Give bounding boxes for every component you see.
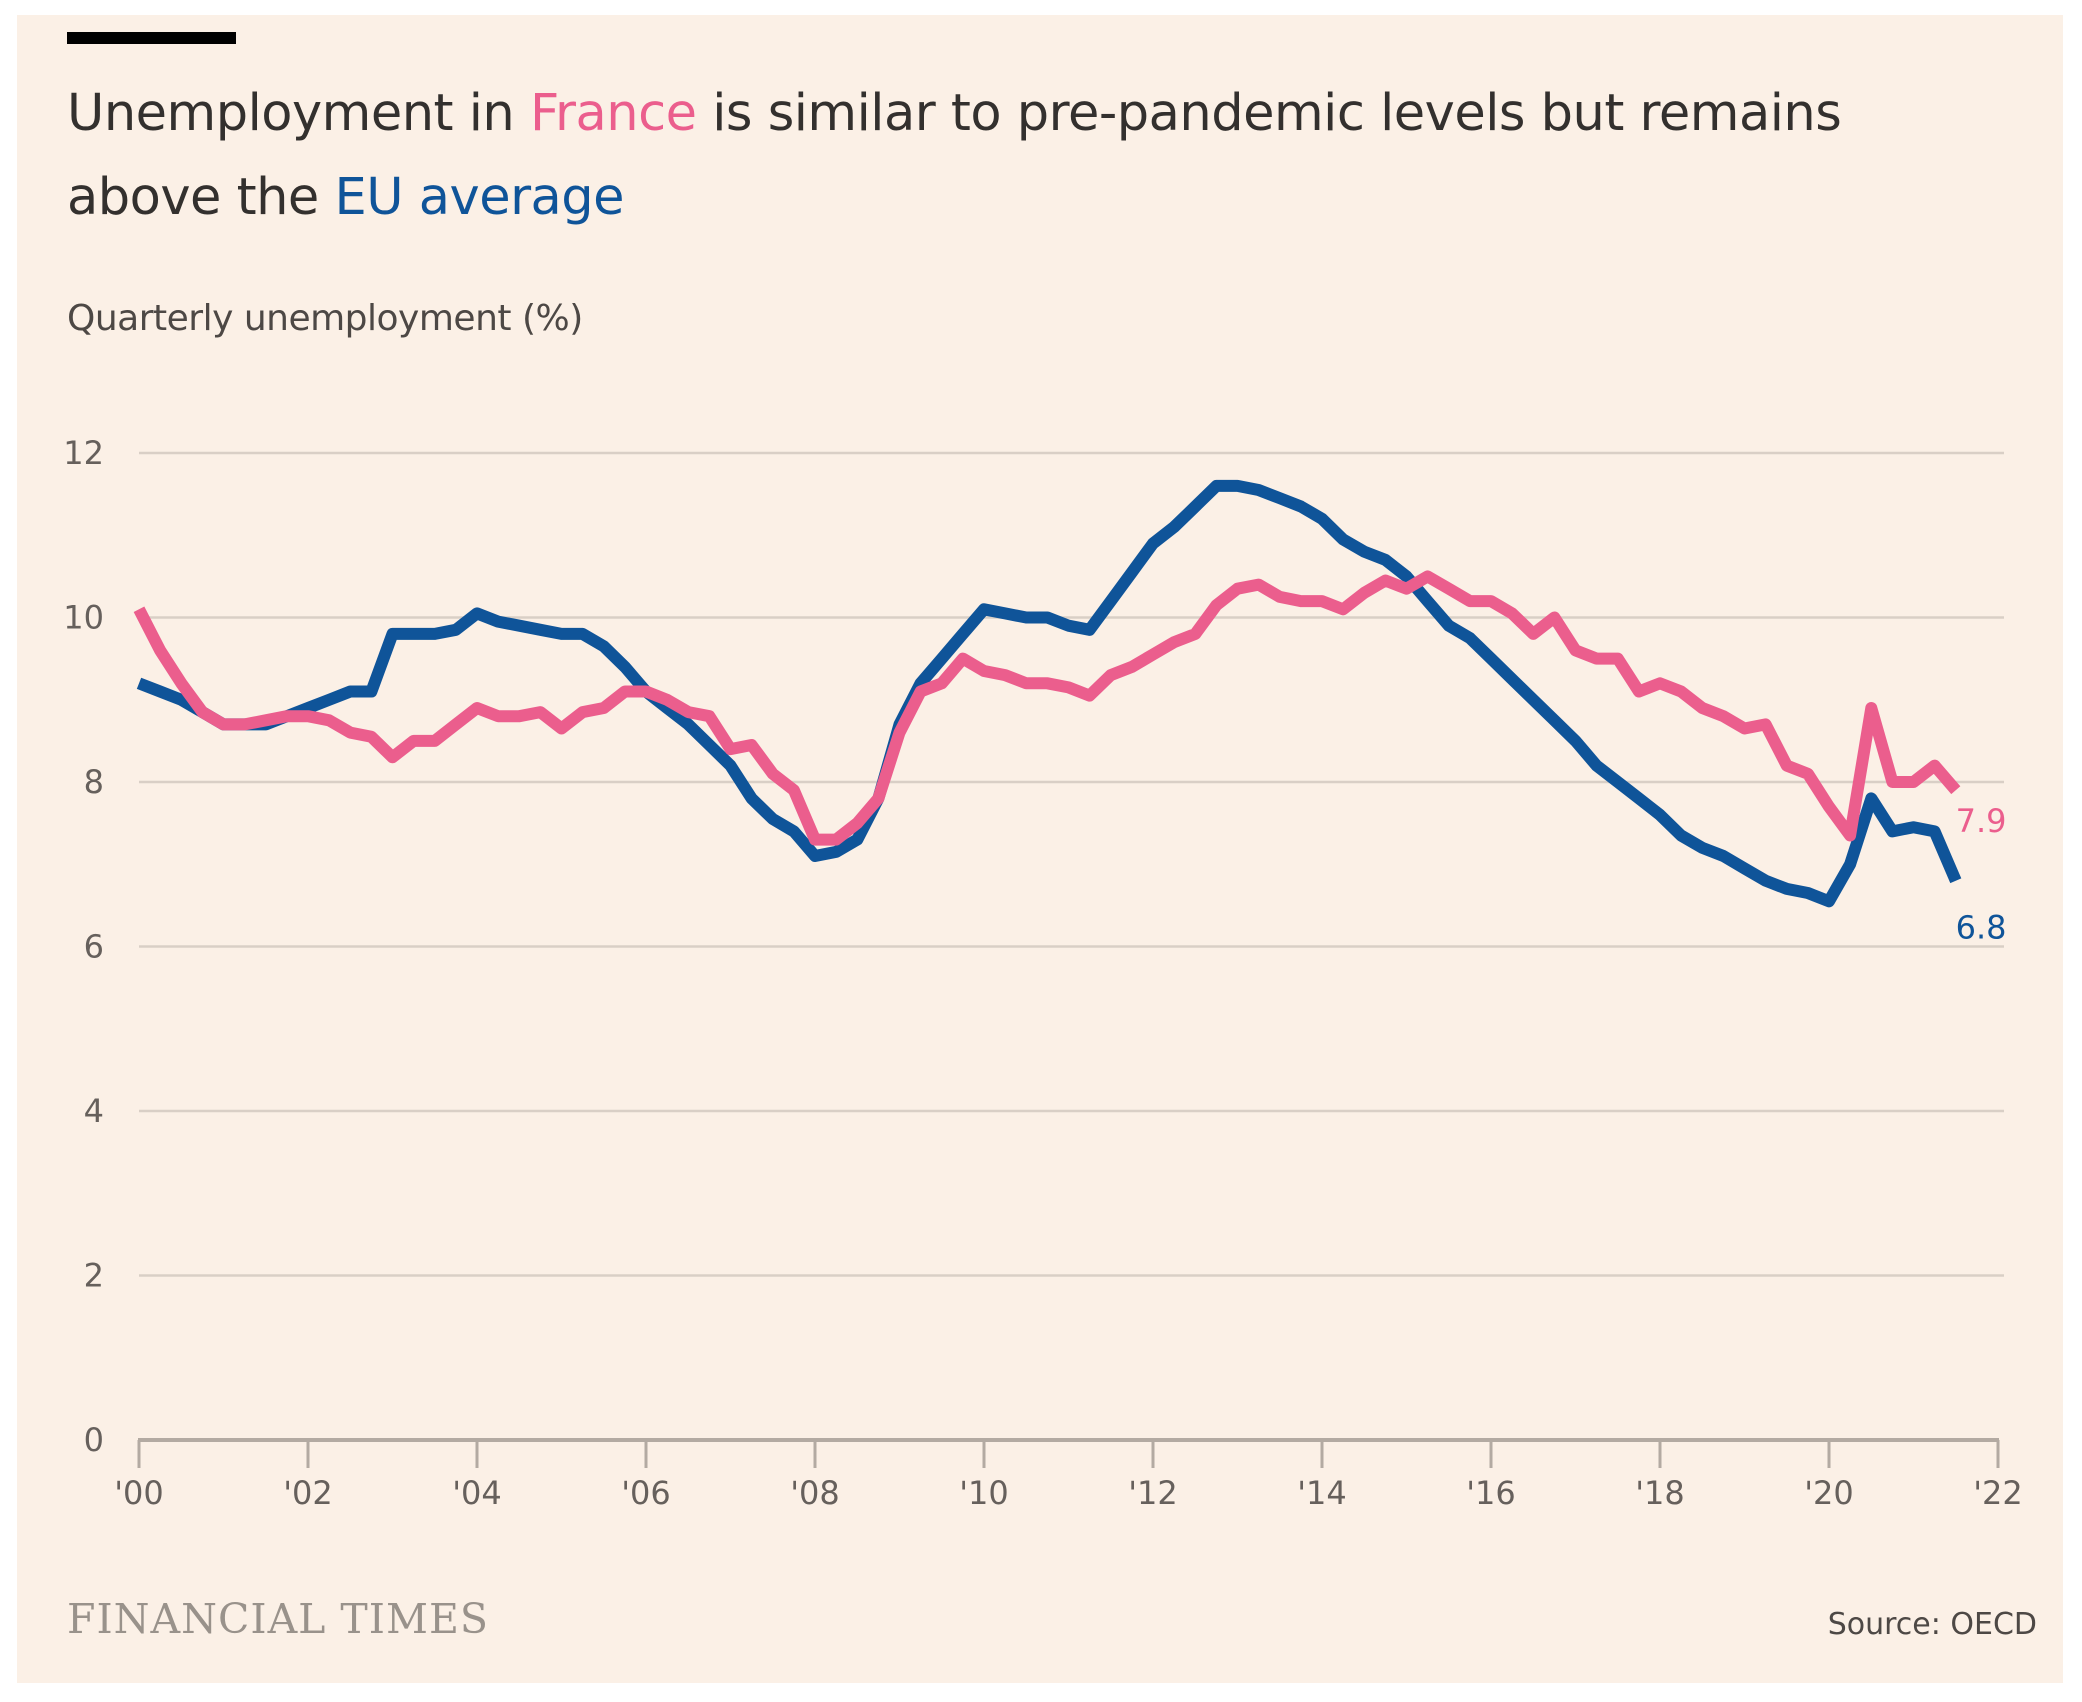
y-axis: 0 2 4 6 8 10 12 — [63, 434, 104, 1459]
title-part-1: Unemployment in — [67, 84, 530, 143]
y-tick-label-10: 10 — [63, 599, 104, 637]
x-tick-label-2004: '04 — [452, 1474, 502, 1512]
y-tick-label-2: 2 — [84, 1257, 104, 1295]
x-tick-label-2010: '10 — [959, 1474, 1009, 1512]
end-labels: 7.9 6.8 — [1953, 799, 2010, 949]
x-axis: '00 '02 '04 '06 '08 '10 '12 '14 '16 '18 '20 '22 — [114, 1438, 2023, 1512]
title-eu-average: EU average — [334, 168, 625, 227]
x-tick-label-2016: '16 — [1466, 1474, 1516, 1512]
x-tick-label-2008: '08 — [790, 1474, 840, 1512]
y-tick-label-6: 6 — [84, 928, 104, 966]
y-tick-label-0: 0 — [84, 1421, 104, 1459]
x-tick-label-2012: '12 — [1128, 1474, 1178, 1512]
end-label-eu: 6.8 — [1956, 909, 2007, 947]
y-tick-label-12: 12 — [63, 434, 104, 472]
ft-accent-bar — [67, 32, 236, 44]
chart-title: Unemployment in France is similar to pre… — [67, 72, 1967, 240]
ft-logo: FINANCIAL TIMES — [67, 1595, 489, 1643]
x-tick-label-2006: '06 — [621, 1474, 671, 1512]
x-tick-label-2000: '00 — [114, 1474, 164, 1512]
y-tick-label-8: 8 — [84, 763, 104, 801]
y-tick-label-4: 4 — [84, 1092, 104, 1130]
x-tick-label-2018: '18 — [1635, 1474, 1685, 1512]
x-tick-label-2014: '14 — [1297, 1474, 1347, 1512]
title-part-2: is similar to pre-pandemic levels but re… — [67, 84, 1842, 227]
source-note: Source: OECD — [1827, 1607, 2037, 1642]
series-line-france — [133, 570, 1961, 846]
x-tick-label-2002: '02 — [283, 1474, 333, 1512]
chart-panel — [17, 15, 2063, 1683]
end-label-france: 7.9 — [1956, 802, 2007, 840]
series-line-eu-average — [136, 479, 1962, 908]
x-tick-label-2022: '22 — [1973, 1474, 2023, 1512]
gridlines — [139, 451, 2004, 1277]
title-france: France — [529, 84, 697, 143]
series-lines — [133, 479, 1962, 908]
chart-subtitle: Quarterly unemployment (%) — [67, 298, 583, 339]
x-tick-label-2020: '20 — [1804, 1474, 1854, 1512]
